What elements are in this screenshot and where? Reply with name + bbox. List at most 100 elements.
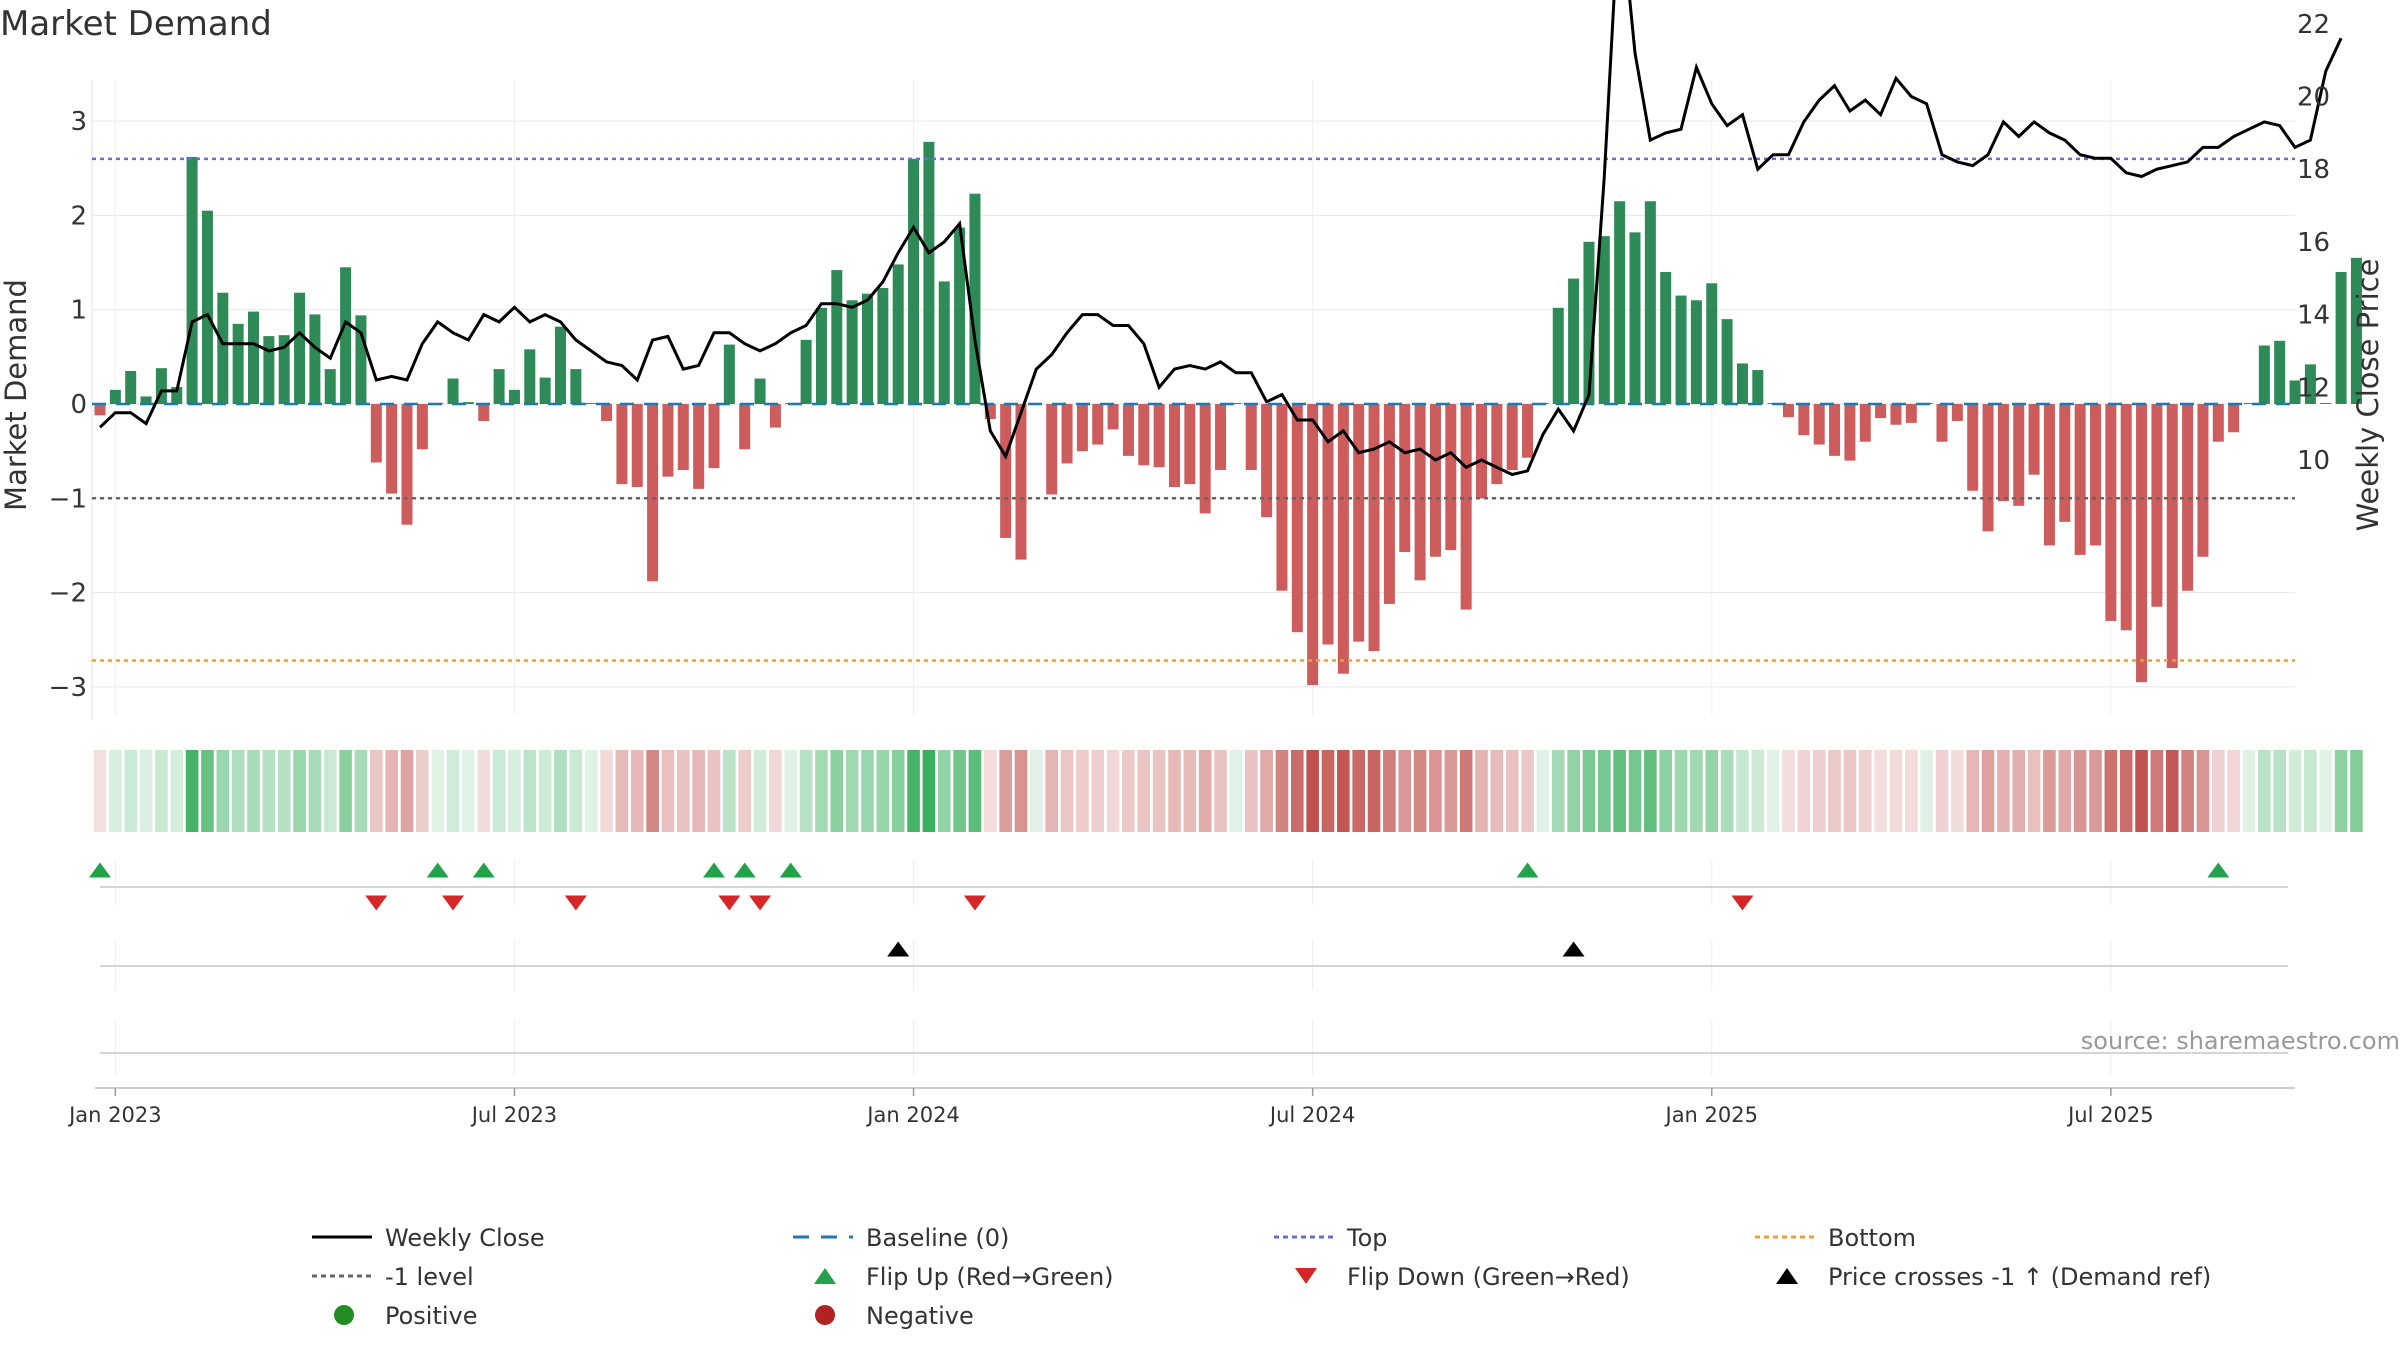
demand-bar	[1660, 271, 1672, 404]
demand-bar	[1967, 404, 1979, 491]
heat-cell	[185, 750, 199, 832]
demand-bar	[1522, 404, 1534, 458]
demand-bar	[2136, 404, 2148, 683]
demand-bar	[954, 227, 966, 404]
heat-cell	[1751, 750, 1765, 832]
heat-cell	[2058, 750, 2072, 832]
heat-cell	[2304, 750, 2317, 832]
heat-cell	[1935, 750, 1949, 832]
demand-bar	[1399, 404, 1411, 553]
date-tick-label: Jan 2023	[67, 1103, 162, 1127]
heat-cell	[554, 750, 567, 832]
demand-bar	[2120, 404, 2132, 631]
demand-bar	[125, 370, 137, 404]
demand-bar	[1076, 404, 1088, 452]
demand-bar	[263, 336, 275, 404]
heat-cell	[262, 750, 276, 832]
flip-marker-row	[89, 860, 2288, 911]
demand-bar	[1184, 404, 1196, 485]
heat-cell	[953, 750, 966, 832]
demand-bar	[908, 158, 920, 404]
demand-bar	[2258, 345, 2270, 404]
demand-bar	[1276, 404, 1288, 591]
heat-cell	[431, 750, 444, 832]
demand-bar	[1875, 404, 1887, 419]
heat-cell	[876, 750, 890, 832]
demand-bar	[754, 378, 766, 404]
y-tick-label: −1	[49, 484, 87, 514]
demand-bar	[447, 378, 459, 404]
heat-cell	[1444, 750, 1458, 832]
demand-bar	[2289, 380, 2301, 404]
heat-cell	[1628, 750, 1642, 832]
cross-marker	[887, 941, 910, 957]
heat-cell	[845, 750, 859, 832]
heat-cell	[1505, 750, 1519, 832]
heat-cell	[1613, 750, 1626, 832]
demand-bar	[2090, 404, 2101, 546]
heat-cell	[1674, 750, 1688, 832]
chart-title: Market Demand	[0, 4, 272, 44]
left-y-axis: −3 −2 −1 0 1 2 3	[49, 107, 87, 703]
demand-bar	[524, 349, 536, 404]
heat-cell	[569, 750, 583, 832]
heat-cell	[723, 750, 736, 832]
heat-cell	[2135, 750, 2148, 832]
heat-cell	[1459, 750, 1473, 832]
y2-tick-label: 18	[2297, 155, 2330, 185]
demand-bar	[1445, 404, 1457, 551]
heat-cell	[937, 750, 951, 832]
demand-bar	[109, 389, 121, 404]
demand-bar	[386, 404, 398, 494]
demand-bar	[1844, 404, 1856, 461]
heat-cell	[1828, 750, 1841, 832]
demand-bar	[923, 141, 935, 404]
demand-bar	[1829, 404, 1841, 456]
demand-bar	[2043, 404, 2055, 546]
heat-cell	[984, 750, 997, 832]
demand-bar	[2320, 403, 2332, 404]
demand-bar	[1353, 404, 1365, 642]
demand-bar	[1199, 404, 1211, 514]
demand-bar	[2166, 404, 2178, 669]
weekly-close-line	[98, 0, 2343, 477]
demand-bar	[708, 404, 720, 469]
demand-bar	[1614, 201, 1626, 404]
demand-bar	[938, 281, 950, 404]
flip-down-marker	[749, 895, 772, 911]
date-tick-label: Jul 2025	[2066, 1103, 2153, 1127]
demand-bar	[2243, 403, 2255, 404]
y2-axis-label: Weekly Close Price	[2351, 259, 2385, 532]
heat-cell	[861, 750, 874, 832]
demand-bar	[2228, 404, 2240, 433]
heat-cell	[492, 750, 506, 832]
heat-cell	[830, 750, 844, 832]
demand-bar	[1783, 404, 1794, 418]
demand-bar	[1122, 404, 1134, 456]
demand-bar	[1690, 300, 1702, 404]
demand-bar	[1383, 404, 1395, 604]
demand-bar	[1414, 404, 1426, 581]
demand-bar	[2350, 257, 2362, 404]
heat-cell	[201, 750, 214, 832]
demand-bar	[1506, 404, 1518, 471]
heat-cell	[692, 750, 705, 832]
y2-tick-label: 12	[2297, 373, 2330, 403]
demand-bar	[570, 369, 582, 404]
legend-label: Negative	[866, 1302, 974, 1330]
heat-cell	[1122, 750, 1135, 832]
heat-cell	[1244, 750, 1258, 832]
demand-bar	[862, 293, 873, 404]
heat-cell	[1383, 750, 1396, 832]
heat-cell	[1782, 750, 1795, 832]
heat-cell	[2242, 750, 2256, 832]
heat-cell	[999, 750, 1012, 832]
heat-cell	[1843, 750, 1857, 832]
legend-label: Flip Down (Green→Red)	[1347, 1263, 1630, 1291]
demand-bar	[2197, 404, 2209, 557]
y2-tick-label: 20	[2297, 83, 2330, 113]
heat-cell	[462, 750, 475, 832]
legend-label: -1 level	[385, 1263, 474, 1291]
heat-cell	[1905, 750, 1918, 832]
y-tick-label: −3	[49, 673, 87, 703]
